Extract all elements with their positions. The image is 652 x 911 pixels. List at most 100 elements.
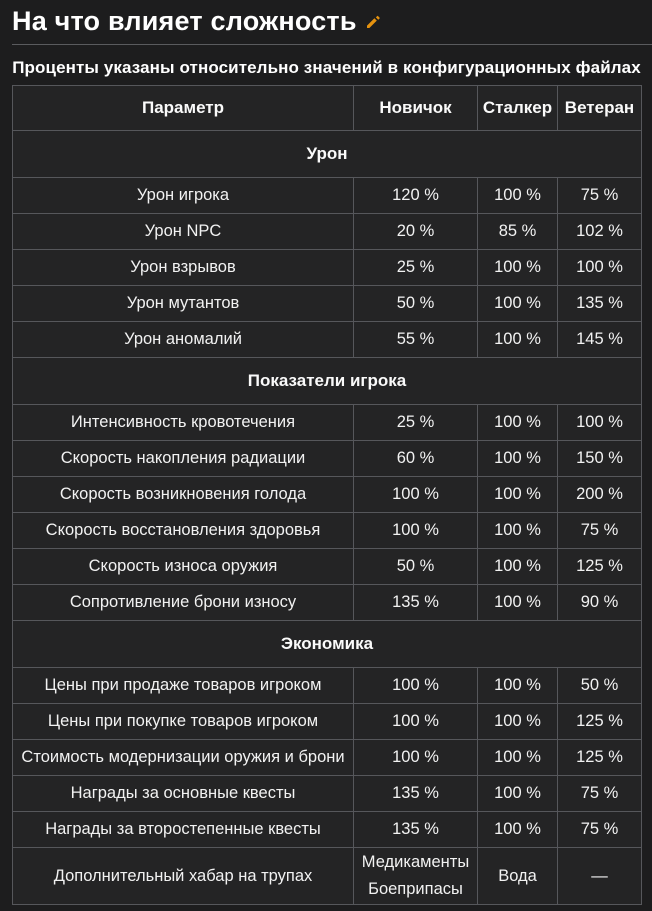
value-cell: 100 % — [353, 703, 478, 740]
param-cell: Урон мутантов — [12, 285, 354, 322]
table-row: Цены при продаже товаров игроком 100 % 100… — [12, 667, 642, 704]
table-row: Урон взрывов 25 % 100 % 100 % — [12, 249, 642, 286]
value-cell: Вода — [477, 847, 558, 905]
value-cell: 100 % — [477, 811, 558, 848]
column-header-veteran: Ветеран — [557, 85, 642, 131]
value-cell: 75 % — [557, 512, 642, 549]
value-cell: 100 % — [557, 249, 642, 286]
value-cell: Медикаменты Боеприпасы — [353, 847, 478, 905]
difficulty-table-body: Урон Урон игрока 120 % 100 % 75 % Урон NPC 20 … — [12, 130, 642, 905]
section-title: Показатели игрока — [12, 357, 642, 405]
table-row: Скорость восстановления здоровья 100 % 100… — [12, 512, 642, 549]
param-cell: Скорость накопления радиации — [12, 440, 354, 477]
table-row: Дополнительный хабар на трупах Медикамент… — [12, 847, 642, 905]
pencil-icon[interactable] — [365, 6, 381, 28]
value-cell: 200 % — [557, 476, 642, 513]
table-row: Урон мутантов 50 % 100 % 135 % — [12, 285, 642, 322]
param-cell: Дополнительный хабар на трупах — [12, 847, 354, 905]
param-cell: Интенсивность кровотечения — [12, 404, 354, 441]
value-cell: 100 % — [477, 739, 558, 776]
value-cell: 100 % — [557, 404, 642, 441]
table-row: Урон игрока 120 % 100 % 75 % — [12, 177, 642, 214]
value-cell: 100 % — [477, 321, 558, 358]
value-cell: 100 % — [477, 548, 558, 585]
difficulty-table: Параметр Новичок Сталкер Ветеран Урон Уро… — [12, 85, 642, 905]
table-row: Цены при покупке товаров игроком 100 % 100… — [12, 703, 642, 740]
value-cell: 75 % — [557, 177, 642, 214]
value-cell: 100 % — [477, 667, 558, 704]
column-header-parameter: Параметр — [12, 85, 354, 131]
param-cell: Стоимость модернизации оружия и брони — [12, 739, 354, 776]
value-cell: 100 % — [477, 775, 558, 812]
value-cell: 135 % — [353, 811, 478, 848]
value-cell: 50 % — [353, 285, 478, 322]
value-cell: 135 % — [557, 285, 642, 322]
value-cell: 100 % — [353, 476, 478, 513]
value-cell: 125 % — [557, 739, 642, 776]
value-cell: 50 % — [557, 667, 642, 704]
value-cell: 135 % — [353, 584, 478, 621]
value-cell: 100 % — [353, 739, 478, 776]
column-header-novice: Новичок — [353, 85, 478, 131]
value-cell: 90 % — [557, 584, 642, 621]
param-cell: Награды за основные квесты — [12, 775, 354, 812]
value-cell: 100 % — [477, 703, 558, 740]
param-cell: Скорость восстановления здоровья — [12, 512, 354, 549]
value-cell: 100 % — [477, 404, 558, 441]
section-header-row: Показатели игрока — [12, 357, 642, 405]
section-header-row: Экономика — [12, 620, 642, 668]
table-row: Стоимость модернизации оружия и брони 100… — [12, 739, 642, 776]
value-line: Медикаменты — [361, 853, 470, 871]
section-title: Урон — [12, 130, 642, 178]
param-cell: Награды за второстепенные квесты — [12, 811, 354, 848]
param-cell: Урон игрока — [12, 177, 354, 214]
value-cell: 100 % — [477, 512, 558, 549]
value-cell: 135 % — [353, 775, 478, 812]
value-cell: 120 % — [353, 177, 478, 214]
table-row: Скорость накопления радиации 60 % 100 % 150… — [12, 440, 642, 477]
value-cell: 60 % — [353, 440, 478, 477]
value-cell: 102 % — [557, 213, 642, 250]
table-row: Скорость износа оружия 50 % 100 % 125 % — [12, 548, 642, 585]
table-caption: Проценты указаны относительно значений в… — [12, 58, 641, 77]
page-title-text: На что влияет сложность — [12, 6, 357, 36]
value-cell: 85 % — [477, 213, 558, 250]
page-title: На что влияет сложность — [12, 6, 652, 45]
value-cell: 100 % — [477, 476, 558, 513]
value-cell: 100 % — [477, 177, 558, 214]
table-row: Интенсивность кровотечения 25 % 100 % 100 % — [12, 404, 642, 441]
header-row: Параметр Новичок Сталкер Ветеран — [12, 85, 642, 131]
table-row: Награды за основные квесты 135 % 100 % 75 % — [12, 775, 642, 812]
param-cell: Цены при продаже товаров игроком — [12, 667, 354, 704]
section-title: Экономика — [12, 620, 642, 668]
value-cell: 50 % — [353, 548, 478, 585]
param-cell: Урон NPC — [12, 213, 354, 250]
param-cell: Сопротивление брони износу — [12, 584, 354, 621]
value-cell: 100 % — [477, 285, 558, 322]
param-cell: Урон аномалий — [12, 321, 354, 358]
value-cell: 100 % — [477, 249, 558, 286]
section-header-row: Урон — [12, 130, 642, 178]
table-header: Параметр Новичок Сталкер Ветеран — [12, 85, 642, 131]
value-cell: — — [557, 847, 642, 905]
value-cell: 25 % — [353, 404, 478, 441]
value-cell: 100 % — [477, 440, 558, 477]
value-cell: 20 % — [353, 213, 478, 250]
column-header-stalker: Сталкер — [477, 85, 558, 131]
value-cell: 125 % — [557, 703, 642, 740]
value-cell: 100 % — [477, 584, 558, 621]
param-cell: Скорость износа оружия — [12, 548, 354, 585]
value-cell: 150 % — [557, 440, 642, 477]
value-cell: 75 % — [557, 775, 642, 812]
value-cell: 75 % — [557, 811, 642, 848]
value-line: Боеприпасы — [368, 880, 463, 898]
table-row: Награды за второстепенные квесты 135 % 100… — [12, 811, 642, 848]
value-cell: 100 % — [353, 667, 478, 704]
param-cell: Цены при покупке товаров игроком — [12, 703, 354, 740]
table-row: Урон аномалий 55 % 100 % 145 % — [12, 321, 642, 358]
table-row: Сопротивление брони износу 135 % 100 % 90 % — [12, 584, 642, 621]
value-cell: 25 % — [353, 249, 478, 286]
param-cell: Урон взрывов — [12, 249, 354, 286]
value-cell: 125 % — [557, 548, 642, 585]
